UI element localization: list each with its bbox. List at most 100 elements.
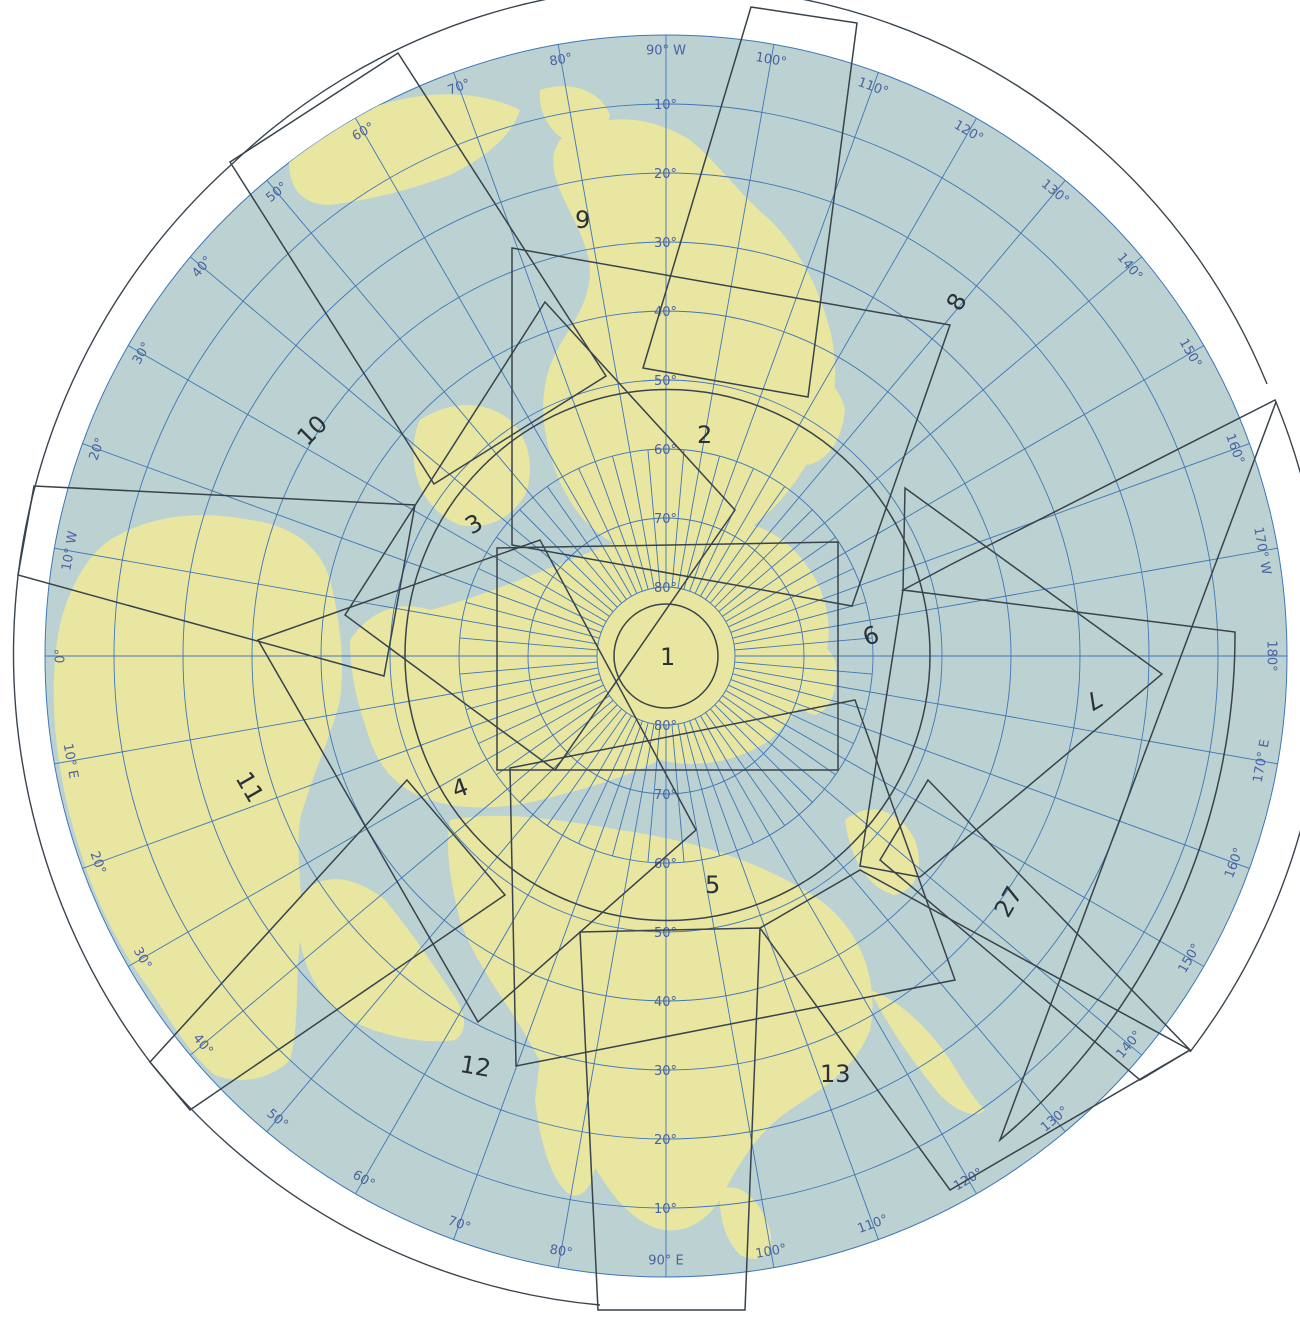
latitude-label-lower: 10° <box>654 1202 677 1217</box>
meridian-line-minor <box>705 712 786 826</box>
sheet-outline-8 <box>642 6 858 398</box>
landmass-arabia <box>299 879 465 1042</box>
meridian-line <box>725 690 1205 967</box>
meridian-line <box>453 720 643 1240</box>
latitude-label-upper: 50° <box>654 374 677 389</box>
meridian-line <box>266 708 622 1133</box>
sheet-outline-11 <box>149 778 507 1112</box>
meridian-line-minor <box>465 601 600 639</box>
meridian-line <box>710 179 1066 604</box>
landmass-india-peninsula <box>535 1060 597 1196</box>
meridian-line <box>453 72 643 592</box>
meridian-line <box>700 715 977 1195</box>
longitude-label: 70° <box>446 1214 473 1236</box>
meridian-line-minor <box>732 601 867 639</box>
landmass-eurasia-north <box>350 520 829 808</box>
sheet-number-9: 9 <box>575 206 590 234</box>
meridian-line <box>82 443 602 633</box>
meridian-line-minor <box>496 536 610 617</box>
meridian-line-minor <box>578 468 638 594</box>
latitude-label-lower: 30° <box>654 1064 677 1079</box>
meridian-line <box>82 679 602 869</box>
landmass-central-america <box>539 86 610 142</box>
meridian-line <box>718 700 1143 1056</box>
latitude-label-lower: 60° <box>654 857 677 872</box>
meridian-line <box>689 720 879 1240</box>
sheet-number-1: 1 <box>660 643 675 671</box>
meridian-line <box>733 547 1278 645</box>
landmass-japan-islands <box>870 990 985 1115</box>
sheet-outline-4 <box>256 539 697 1024</box>
meridian-line-minor <box>683 722 721 857</box>
longitude-label: 180° <box>1264 640 1279 671</box>
meridian-line <box>189 700 614 1056</box>
sheet-outline-10 <box>17 485 416 677</box>
meridian-line-minor <box>671 724 685 863</box>
longitude-label: 20° <box>86 850 108 877</box>
sheet-outline-6 <box>511 247 951 607</box>
longitude-label: 10° W <box>59 530 81 572</box>
meridian-line-minor <box>519 704 618 803</box>
longitude-label: 0° <box>54 649 69 664</box>
latitude-label-upper: 10° <box>654 98 677 113</box>
meridian-line-minor <box>647 449 661 588</box>
longitude-label: 170° E <box>1251 738 1273 784</box>
meridian-line <box>677 723 775 1268</box>
longitude-label: 90° W <box>646 44 686 59</box>
meridian-line-minor <box>647 724 661 863</box>
meridian-line-minor <box>734 637 873 651</box>
meridian-line <box>700 117 977 597</box>
longitude-label: 100° <box>754 50 787 70</box>
sheet-number-12: 12 <box>458 1050 493 1083</box>
meridian-line-minor <box>714 509 813 608</box>
latitude-label-upper: 70° <box>654 512 677 527</box>
latitude-label-lower: 40° <box>654 995 677 1010</box>
latitude-label-lower: 20° <box>654 1133 677 1148</box>
latitude-label-upper: 40° <box>654 305 677 320</box>
sheet-outline-7 <box>859 486 1164 878</box>
meridian-line <box>557 723 655 1268</box>
landmass-north-america <box>543 119 836 561</box>
meridian-line-minor <box>459 637 598 651</box>
meridian-line-minor <box>683 455 721 590</box>
sheet-number-2: 2 <box>697 421 712 449</box>
meridian-line-minor <box>465 673 600 711</box>
meridian-line-minor <box>714 704 813 803</box>
sheet-outline-1 <box>613 603 719 709</box>
meridian-line <box>730 443 1250 633</box>
sheet-number-5: 5 <box>705 871 720 899</box>
landmass-asia-south <box>448 815 873 1231</box>
meridian-line-minor <box>671 449 685 588</box>
meridian-line-minor <box>728 684 854 744</box>
meridian-line <box>677 44 775 589</box>
meridian-line-minor <box>478 568 604 628</box>
meridian-line <box>689 72 879 592</box>
longitude-label: 90° E <box>648 1254 683 1269</box>
landmass-alaska <box>784 376 845 465</box>
sheet-outline-12 <box>579 927 761 1311</box>
meridian-line <box>710 708 1066 1133</box>
meridian-line-minor <box>732 673 867 711</box>
longitude-label: 10° E <box>60 742 81 779</box>
sheet-outline-9 <box>228 51 608 486</box>
meridian-line <box>355 117 632 597</box>
longitude-label: 20° <box>86 436 108 463</box>
meridian-line <box>718 256 1143 612</box>
longitude-label: 100° <box>754 1242 787 1262</box>
latitude-label-upper: 20° <box>654 167 677 182</box>
meridian-line-minor <box>546 486 627 600</box>
landmass-indochina <box>719 1187 771 1259</box>
sheet-outline-3 <box>496 541 839 771</box>
meridian-line-minor <box>578 718 638 844</box>
longitude-label: 80° <box>548 51 573 70</box>
meridian-line <box>266 179 622 604</box>
sheet-outlines <box>17 6 1277 1311</box>
meridian-line-minor <box>478 684 604 744</box>
sheet-outline-5 <box>509 699 956 1067</box>
meridian-line-minor <box>728 568 854 628</box>
meridian-line-minor <box>496 695 610 776</box>
meridian-line-minor <box>546 712 627 826</box>
meridian-line-minor <box>611 455 649 590</box>
latitude-label-upper: 80° <box>654 581 677 596</box>
